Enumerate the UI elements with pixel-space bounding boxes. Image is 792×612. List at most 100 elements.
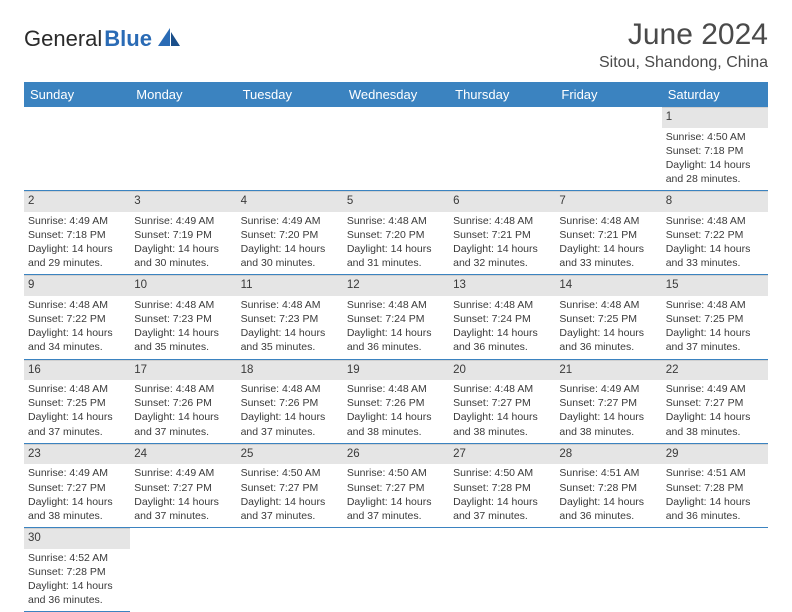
day-number: 13 — [449, 275, 555, 296]
calendar-cell — [130, 528, 236, 612]
logo-text-1: General — [24, 26, 102, 52]
day-number: 12 — [343, 275, 449, 296]
calendar-cell: 2Sunrise: 4:49 AMSunset: 7:18 PMDaylight… — [24, 191, 130, 275]
calendar-cell: 29Sunrise: 4:51 AMSunset: 7:28 PMDayligh… — [662, 443, 768, 527]
day-number: 10 — [130, 275, 236, 296]
calendar-cell — [237, 107, 343, 191]
calendar-week: 16Sunrise: 4:48 AMSunset: 7:25 PMDayligh… — [24, 359, 768, 443]
calendar-cell: 17Sunrise: 4:48 AMSunset: 7:26 PMDayligh… — [130, 359, 236, 443]
calendar-cell: 25Sunrise: 4:50 AMSunset: 7:27 PMDayligh… — [237, 443, 343, 527]
day-number: 19 — [343, 360, 449, 381]
calendar-cell: 6Sunrise: 4:48 AMSunset: 7:21 PMDaylight… — [449, 191, 555, 275]
calendar-cell: 24Sunrise: 4:49 AMSunset: 7:27 PMDayligh… — [130, 443, 236, 527]
day-details: Sunrise: 4:48 AMSunset: 7:26 PMDaylight:… — [130, 380, 236, 443]
calendar-cell: 22Sunrise: 4:49 AMSunset: 7:27 PMDayligh… — [662, 359, 768, 443]
day-details: Sunrise: 4:52 AMSunset: 7:28 PMDaylight:… — [24, 549, 130, 612]
day-details: Sunrise: 4:48 AMSunset: 7:24 PMDaylight:… — [449, 296, 555, 359]
day-details: Sunrise: 4:50 AMSunset: 7:27 PMDaylight:… — [237, 464, 343, 527]
day-number: 3 — [130, 191, 236, 212]
logo: GeneralBlue — [24, 18, 182, 52]
day-details: Sunrise: 4:48 AMSunset: 7:20 PMDaylight:… — [343, 212, 449, 275]
day-details: Sunrise: 4:48 AMSunset: 7:24 PMDaylight:… — [343, 296, 449, 359]
weekday-header: Tuesday — [237, 82, 343, 107]
calendar-cell — [555, 107, 661, 191]
calendar-cell — [343, 528, 449, 612]
weekday-header: Sunday — [24, 82, 130, 107]
calendar-cell — [449, 528, 555, 612]
calendar-cell: 7Sunrise: 4:48 AMSunset: 7:21 PMDaylight… — [555, 191, 661, 275]
day-number: 21 — [555, 360, 661, 381]
calendar-week: 9Sunrise: 4:48 AMSunset: 7:22 PMDaylight… — [24, 275, 768, 359]
calendar-cell: 12Sunrise: 4:48 AMSunset: 7:24 PMDayligh… — [343, 275, 449, 359]
day-number: 16 — [24, 360, 130, 381]
day-number: 17 — [130, 360, 236, 381]
day-number: 2 — [24, 191, 130, 212]
day-details: Sunrise: 4:48 AMSunset: 7:22 PMDaylight:… — [662, 212, 768, 275]
day-details: Sunrise: 4:51 AMSunset: 7:28 PMDaylight:… — [555, 464, 661, 527]
day-details: Sunrise: 4:49 AMSunset: 7:19 PMDaylight:… — [130, 212, 236, 275]
day-number: 24 — [130, 444, 236, 465]
calendar-cell: 16Sunrise: 4:48 AMSunset: 7:25 PMDayligh… — [24, 359, 130, 443]
calendar-cell: 28Sunrise: 4:51 AMSunset: 7:28 PMDayligh… — [555, 443, 661, 527]
day-number: 25 — [237, 444, 343, 465]
calendar-cell — [555, 528, 661, 612]
day-details: Sunrise: 4:48 AMSunset: 7:27 PMDaylight:… — [449, 380, 555, 443]
day-details: Sunrise: 4:49 AMSunset: 7:27 PMDaylight:… — [662, 380, 768, 443]
day-number: 26 — [343, 444, 449, 465]
weekday-header: Saturday — [662, 82, 768, 107]
calendar-cell: 19Sunrise: 4:48 AMSunset: 7:26 PMDayligh… — [343, 359, 449, 443]
calendar-cell — [343, 107, 449, 191]
calendar-cell: 15Sunrise: 4:48 AMSunset: 7:25 PMDayligh… — [662, 275, 768, 359]
day-number: 29 — [662, 444, 768, 465]
calendar-cell — [130, 107, 236, 191]
day-details: Sunrise: 4:49 AMSunset: 7:27 PMDaylight:… — [555, 380, 661, 443]
day-number: 22 — [662, 360, 768, 381]
calendar-cell: 23Sunrise: 4:49 AMSunset: 7:27 PMDayligh… — [24, 443, 130, 527]
calendar-cell: 4Sunrise: 4:49 AMSunset: 7:20 PMDaylight… — [237, 191, 343, 275]
logo-sail-icon — [156, 26, 182, 48]
page-title: June 2024 — [599, 18, 768, 52]
weekday-header: Thursday — [449, 82, 555, 107]
day-details: Sunrise: 4:48 AMSunset: 7:21 PMDaylight:… — [555, 212, 661, 275]
day-details: Sunrise: 4:48 AMSunset: 7:25 PMDaylight:… — [555, 296, 661, 359]
logo-text-2: Blue — [104, 26, 152, 52]
calendar-cell: 30Sunrise: 4:52 AMSunset: 7:28 PMDayligh… — [24, 528, 130, 612]
calendar-cell — [24, 107, 130, 191]
day-number: 27 — [449, 444, 555, 465]
day-number: 15 — [662, 275, 768, 296]
weekday-header: Friday — [555, 82, 661, 107]
calendar-week: 30Sunrise: 4:52 AMSunset: 7:28 PMDayligh… — [24, 528, 768, 612]
calendar-cell: 26Sunrise: 4:50 AMSunset: 7:27 PMDayligh… — [343, 443, 449, 527]
calendar-body: 1Sunrise: 4:50 AMSunset: 7:18 PMDaylight… — [24, 107, 768, 612]
calendar-table: SundayMondayTuesdayWednesdayThursdayFrid… — [24, 82, 768, 612]
calendar-cell: 1Sunrise: 4:50 AMSunset: 7:18 PMDaylight… — [662, 107, 768, 191]
calendar-cell: 10Sunrise: 4:48 AMSunset: 7:23 PMDayligh… — [130, 275, 236, 359]
calendar-cell: 8Sunrise: 4:48 AMSunset: 7:22 PMDaylight… — [662, 191, 768, 275]
day-number: 28 — [555, 444, 661, 465]
calendar-week: 23Sunrise: 4:49 AMSunset: 7:27 PMDayligh… — [24, 443, 768, 527]
calendar-cell: 13Sunrise: 4:48 AMSunset: 7:24 PMDayligh… — [449, 275, 555, 359]
day-details: Sunrise: 4:48 AMSunset: 7:21 PMDaylight:… — [449, 212, 555, 275]
calendar-cell — [237, 528, 343, 612]
calendar-week: 2Sunrise: 4:49 AMSunset: 7:18 PMDaylight… — [24, 191, 768, 275]
day-details: Sunrise: 4:49 AMSunset: 7:27 PMDaylight:… — [24, 464, 130, 527]
day-number: 30 — [24, 528, 130, 549]
day-number: 23 — [24, 444, 130, 465]
day-details: Sunrise: 4:48 AMSunset: 7:25 PMDaylight:… — [662, 296, 768, 359]
weekday-header: Monday — [130, 82, 236, 107]
calendar-cell: 14Sunrise: 4:48 AMSunset: 7:25 PMDayligh… — [555, 275, 661, 359]
day-details: Sunrise: 4:49 AMSunset: 7:27 PMDaylight:… — [130, 464, 236, 527]
calendar-cell: 21Sunrise: 4:49 AMSunset: 7:27 PMDayligh… — [555, 359, 661, 443]
calendar-cell: 18Sunrise: 4:48 AMSunset: 7:26 PMDayligh… — [237, 359, 343, 443]
day-details: Sunrise: 4:48 AMSunset: 7:23 PMDaylight:… — [237, 296, 343, 359]
calendar-cell — [449, 107, 555, 191]
day-details: Sunrise: 4:49 AMSunset: 7:20 PMDaylight:… — [237, 212, 343, 275]
title-block: June 2024 Sitou, Shandong, China — [599, 18, 768, 72]
day-details: Sunrise: 4:48 AMSunset: 7:26 PMDaylight:… — [343, 380, 449, 443]
day-details: Sunrise: 4:48 AMSunset: 7:25 PMDaylight:… — [24, 380, 130, 443]
day-details: Sunrise: 4:50 AMSunset: 7:28 PMDaylight:… — [449, 464, 555, 527]
calendar-header: SundayMondayTuesdayWednesdayThursdayFrid… — [24, 82, 768, 107]
calendar-cell: 5Sunrise: 4:48 AMSunset: 7:20 PMDaylight… — [343, 191, 449, 275]
calendar-cell: 3Sunrise: 4:49 AMSunset: 7:19 PMDaylight… — [130, 191, 236, 275]
calendar-cell: 27Sunrise: 4:50 AMSunset: 7:28 PMDayligh… — [449, 443, 555, 527]
